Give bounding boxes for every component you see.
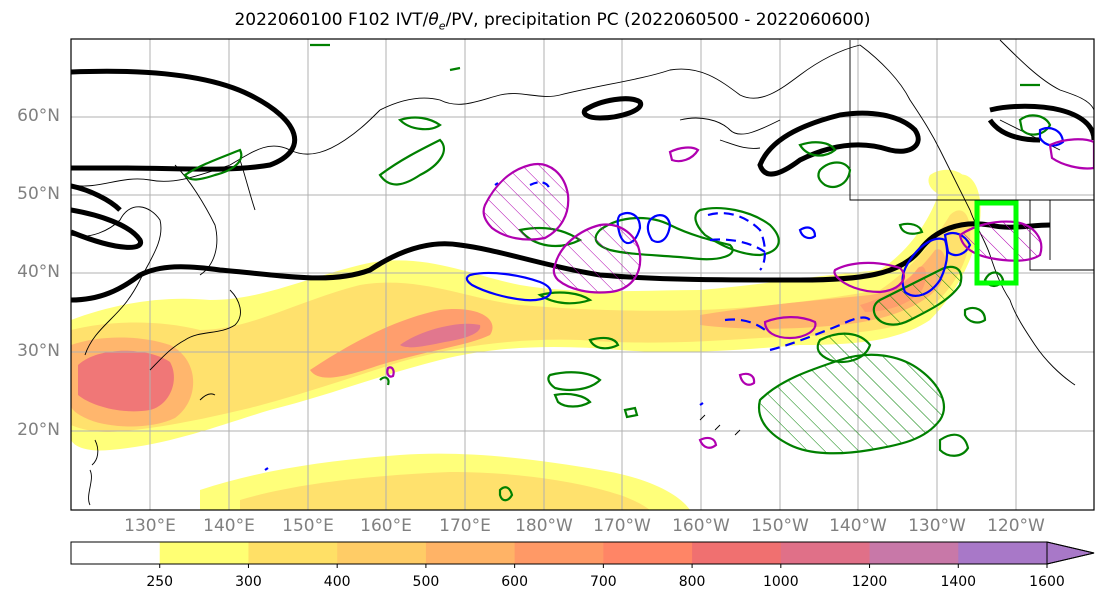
lon-label-140e: 140°E [203, 516, 255, 536]
colorbar-segment [514, 542, 604, 564]
lon-label-160e: 160°E [360, 516, 412, 536]
lat-label-40n: 40°N [17, 262, 60, 282]
lon-label-150e: 150°E [282, 516, 334, 536]
colorbar-tick-label: 800 [678, 574, 706, 590]
colorbar-segment [692, 542, 782, 564]
colorbar-tick-label: 300 [235, 574, 262, 590]
colorbar-tick-label: 250 [146, 574, 174, 590]
title-theta-subscript: e [438, 19, 446, 33]
lon-label-150w: 150°W [751, 516, 809, 536]
colorbar-segment [159, 542, 249, 564]
map-frame [70, 38, 1095, 511]
colorbar-tick-label: 600 [501, 574, 528, 590]
lat-label-60n: 60°N [17, 106, 60, 126]
lon-label-160w: 160°W [672, 516, 730, 536]
lon-label-170w: 170°W [593, 516, 651, 536]
lat-label-50n: 50°N [17, 184, 60, 204]
colorbar-tick-label: 1000 [762, 574, 799, 590]
colorbar-tick-label: 1200 [851, 574, 888, 590]
negative-anomaly-contours [264, 126, 1065, 471]
colorbar-segment [869, 542, 959, 564]
colorbar-segment [603, 542, 693, 564]
title-suffix: /PV, precipitation PC (2022060500 - 2022… [445, 10, 871, 30]
colorbar-tick-label: 500 [412, 574, 440, 590]
colorbar-segment [425, 542, 516, 564]
colorbar-segment [958, 542, 1048, 564]
colorbar-tick-label: 400 [323, 574, 351, 590]
colorbar [70, 541, 1095, 568]
lon-label-180w: 180°W [515, 516, 573, 536]
colorbar-segment [780, 542, 871, 564]
lon-label-170e: 170°E [439, 516, 491, 536]
title-prefix: 2022060100 F102 IVT/ [234, 10, 429, 30]
title-theta: θ [428, 10, 439, 30]
lon-label-140w: 140°W [829, 516, 887, 536]
lat-label-30n: 30°N [17, 341, 60, 361]
lat-label-20n: 20°N [17, 420, 60, 440]
colorbar-tick-label: 700 [589, 574, 617, 590]
colorbar-segment-below [71, 542, 160, 564]
colorbar-tick-label: 1400 [940, 574, 977, 590]
colorbar-outline [70, 541, 1095, 565]
target-region-box [974, 200, 1019, 286]
colorbar-segment [337, 542, 427, 564]
theta-anomaly-contours [386, 138, 1094, 449]
figure-title: 2022060100 F102 IVT/θe/PV, precipitation… [0, 10, 1105, 32]
lon-label-120w: 120°W [987, 516, 1045, 536]
lon-label-130e: 130°E [124, 516, 176, 536]
colorbar-tick-label: 1600 [1029, 574, 1065, 590]
colorbar-extend-arrow [1046, 541, 1095, 565]
coastlines [71, 39, 1094, 506]
lon-label-130w: 130°W [908, 516, 966, 536]
colorbar-segment [248, 542, 338, 564]
